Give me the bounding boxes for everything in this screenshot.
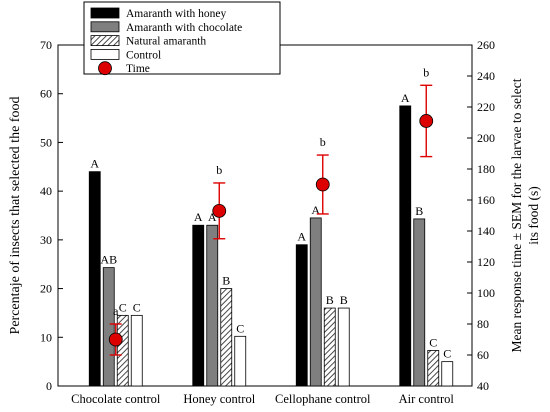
bar <box>192 224 205 387</box>
bar <box>88 171 101 387</box>
legend-label: Control <box>126 49 161 61</box>
time-letter: b <box>423 65 429 79</box>
legend-time-marker <box>98 61 112 76</box>
bar <box>220 288 233 387</box>
x-tick-label: Honey control <box>183 392 255 406</box>
bar <box>413 218 426 387</box>
y-tick-label: 0 <box>46 379 52 393</box>
bar-letter: B <box>222 274 230 288</box>
bar <box>295 244 308 387</box>
y-tick-label: 50 <box>40 135 52 149</box>
bar-letter: B <box>340 293 348 307</box>
y-tick-label: 70 <box>40 38 52 52</box>
time-point <box>315 177 330 192</box>
bar <box>130 314 143 387</box>
bar-letter: AB <box>100 253 117 267</box>
bar <box>234 335 247 387</box>
bar <box>337 307 350 387</box>
bar <box>116 314 129 387</box>
y2-tick-label: 40 <box>477 379 489 393</box>
x-tick-label: Air control <box>399 392 455 406</box>
x-tick-label: Cellophane control <box>275 392 371 406</box>
bar <box>427 350 440 387</box>
legend-label: Amaranth with honey <box>126 8 227 20</box>
bar-letter: A <box>401 91 410 105</box>
bar-letter: C <box>119 300 127 314</box>
y2-tick-label: 180 <box>477 162 495 176</box>
bar-letter: A <box>297 230 306 244</box>
y2-axis-title: Mean response time ± SEM for the larvae … <box>509 78 524 352</box>
bar <box>323 307 336 387</box>
bar-letter: B <box>415 204 423 218</box>
y2-tick-label: 60 <box>477 348 489 362</box>
bar <box>399 105 412 387</box>
bar-letter: B <box>326 293 334 307</box>
legend-label: Time <box>126 63 150 75</box>
legend-swatch <box>90 49 120 60</box>
bar <box>441 361 454 387</box>
x-tick-label: Chocolate control <box>71 392 161 406</box>
legend-label: Amaranth with chocolate <box>126 22 242 34</box>
time-letter: b <box>320 135 326 149</box>
y2-tick-label: 260 <box>477 38 495 52</box>
bar-letter: A <box>90 157 99 171</box>
bar-letter: A <box>311 203 320 217</box>
y-tick-label: 10 <box>40 330 52 344</box>
y-tick-label: 20 <box>40 282 52 296</box>
y2-tick-label: 220 <box>477 100 495 114</box>
bar-letter: C <box>236 321 244 335</box>
y-tick-label: 60 <box>40 87 52 101</box>
time-point <box>108 332 123 347</box>
legend: Amaranth with honey Amaranth with chocola… <box>83 1 281 76</box>
bar-letter: A <box>194 210 203 224</box>
axes: 0 10 20 30 40 50 60 70 40 60 80 100 120 140 160 180 200 2… <box>8 38 541 406</box>
y2-tick-label: 80 <box>477 317 489 331</box>
legend-label: Natural amaranth <box>126 36 206 48</box>
bar-letter: A <box>208 210 217 224</box>
y2-tick-label: 140 <box>477 224 495 238</box>
time-letter: a <box>113 304 119 318</box>
bar-letter: C <box>133 300 141 314</box>
y2-tick-label: 240 <box>477 69 495 83</box>
time-marks: a b b b <box>108 65 434 356</box>
bar-letter: C <box>429 335 437 349</box>
bar <box>206 224 219 387</box>
time-letter: b <box>216 163 222 177</box>
y-tick-label: 30 <box>40 233 52 247</box>
legend-swatch <box>90 35 120 46</box>
y-tick-label: 40 <box>40 184 52 198</box>
bar <box>309 217 322 387</box>
y-axis-title: Percentaje of insects that selected the … <box>8 97 23 335</box>
time-point <box>212 203 227 218</box>
bar <box>102 267 115 387</box>
y2-axis-title: its food (s) <box>526 186 541 245</box>
y2-tick-label: 100 <box>477 286 495 300</box>
legend-swatch <box>90 21 120 33</box>
y2-tick-label: 200 <box>477 131 495 145</box>
y2-tick-label: 120 <box>477 255 495 269</box>
y2-tick-label: 160 <box>477 193 495 207</box>
bar-letter: C <box>443 347 451 361</box>
legend-swatch <box>90 7 120 19</box>
time-point <box>419 114 434 128</box>
